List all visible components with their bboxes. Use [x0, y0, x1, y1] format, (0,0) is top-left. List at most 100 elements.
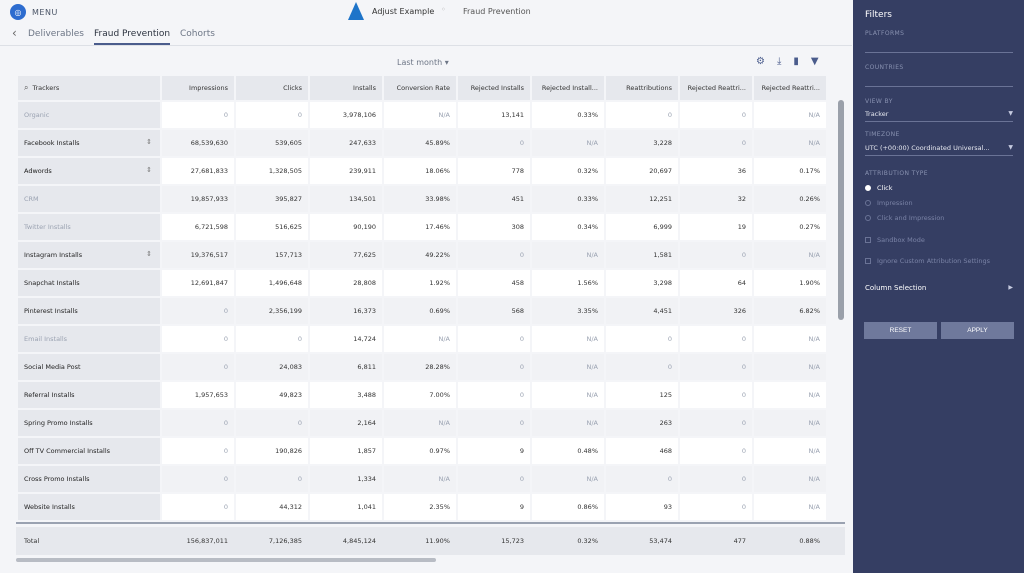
tracker-name[interactable]: Twitter Installs [18, 214, 160, 240]
tracker-name[interactable]: Snapchat Installs [18, 270, 160, 296]
table-cell: 3,978,106 [310, 102, 382, 128]
tracker-name[interactable]: Instagram Installs ⇕ [18, 242, 160, 268]
total-cell: 156,837,011 [162, 527, 234, 555]
table-row[interactable]: Organic 0 0 3,978,106 N/A 13,141 0.33% 0 0 N/A [18, 102, 826, 128]
countries-field[interactable] [865, 86, 1013, 87]
table-cell: N/A [532, 466, 604, 492]
tracker-name-label: Organic [24, 111, 50, 119]
period-dropdown[interactable]: Last month ▾ [397, 58, 449, 67]
menu-button[interactable]: ◎ MENU [10, 4, 58, 20]
table-cell: 19 [680, 214, 752, 240]
table-row[interactable]: Pinterest Installs 0 2,356,199 16,373 0.69% 5… [18, 298, 826, 324]
attribution-click-radio[interactable]: Click [865, 184, 893, 192]
total-row: Total 156,837,011 7,126,385 4,845,124 11… [16, 527, 845, 555]
table-cell: 90,190 [310, 214, 382, 240]
table-row[interactable]: Social Media Post 0 24,083 6,811 28.28% 0 N/A 0… [18, 354, 826, 380]
table-cell: 14,724 [310, 326, 382, 352]
table-row[interactable]: Facebook Installs ⇕ 68,539,630 539,605 247,6… [18, 130, 826, 156]
view-by-value: Tracker [865, 110, 889, 118]
view-by-select[interactable]: Tracker ▼ [865, 110, 1013, 118]
chart-icon[interactable]: ▮ [793, 56, 799, 67]
tab-cohorts[interactable]: Cohorts [180, 29, 215, 39]
column-header[interactable]: Clicks [236, 76, 308, 100]
table-cell: 0 [236, 410, 308, 436]
app-name[interactable]: Adjust Example [372, 7, 435, 16]
tracker-name-label: Email Installs [24, 335, 68, 343]
table-row[interactable]: CRM 19,857,933 395,827 134,501 33.98% 451 0.33… [18, 186, 826, 212]
table-cell: 49.22% [384, 242, 456, 268]
table-row[interactable]: Spring Promo Installs 0 0 2,164 N/A 0 N/A 263 0 N… [18, 410, 826, 436]
reset-button[interactable]: RESET [864, 322, 937, 339]
platforms-field[interactable] [865, 52, 1013, 53]
ignore-custom-attribution-checkbox[interactable]: Ignore Custom Attribution Settings [865, 257, 990, 265]
tracker-name[interactable]: Website Installs [18, 494, 160, 520]
table-row[interactable]: Twitter Installs 6,721,598 516,625 90,190 17… [18, 214, 826, 240]
attribution-click-impression-radio[interactable]: Click and Impression [865, 214, 944, 222]
table-row[interactable]: Adwords ⇕ 27,681,833 1,328,505 239,911 18.06%… [18, 158, 826, 184]
tracker-name-label: Snapchat Installs [24, 279, 80, 287]
total-cell: 0.32% [532, 527, 604, 555]
table-cell: 24,083 [236, 354, 308, 380]
back-chevron-icon[interactable]: ‹ [12, 26, 17, 40]
tracker-name[interactable]: Social Media Post [18, 354, 160, 380]
table-cell: 1,496,648 [236, 270, 308, 296]
table-header-row: ⌕ Trackers Impressions Clicks Installs Co… [18, 76, 826, 100]
total-cell: 7,126,385 [236, 527, 308, 555]
table-row[interactable]: Off TV Commercial Installs 0 190,826 1,857 0… [18, 438, 826, 464]
vertical-scrollbar[interactable] [838, 100, 844, 320]
column-header[interactable]: Rejected Installs [458, 76, 530, 100]
nav-tabs: ‹ Deliverables Fraud Prevention Cohorts [0, 24, 852, 46]
tracker-name[interactable]: CRM [18, 186, 160, 212]
tracker-search[interactable]: ⌕ Trackers [18, 76, 160, 100]
tracker-name[interactable]: Email Installs [18, 326, 160, 352]
download-icon[interactable]: ⤓ [776, 56, 782, 67]
table-row[interactable]: Email Installs 0 0 14,724 N/A 0 N/A 0 0 N/A [18, 326, 826, 352]
tracker-name[interactable]: Facebook Installs ⇕ [18, 130, 160, 156]
table-cell: 0 [680, 130, 752, 156]
settings-icon[interactable]: ⚙ [756, 56, 765, 67]
table-row[interactable]: Snapchat Installs 12,691,847 1,496,648 28,8… [18, 270, 826, 296]
table-cell: 468 [606, 438, 678, 464]
table-row[interactable]: Referral Installs 1,957,653 49,823 3,488 7.0… [18, 382, 826, 408]
column-selection-label: Column Selection [865, 284, 927, 292]
column-header[interactable]: Impressions [162, 76, 234, 100]
horizontal-scrollbar[interactable] [16, 558, 436, 562]
pin-icon[interactable]: ⇕ [146, 138, 152, 146]
table-cell: 0 [680, 466, 752, 492]
pin-icon[interactable]: ⇕ [146, 166, 152, 174]
column-header[interactable]: Rejected Reattri... [754, 76, 826, 100]
table-cell: 13,141 [458, 102, 530, 128]
tracker-name[interactable]: Pinterest Installs [18, 298, 160, 324]
caret-down-icon: ▼ [1008, 144, 1013, 151]
pin-icon[interactable]: ⇕ [146, 250, 152, 258]
table-cell: 68,539,630 [162, 130, 234, 156]
table-row[interactable]: Cross Promo Installs 0 0 1,334 N/A 0 N/A 0 0 N/A [18, 466, 826, 492]
sandbox-mode-checkbox[interactable]: Sandbox Mode [865, 236, 925, 244]
tracker-name[interactable]: Adwords ⇕ [18, 158, 160, 184]
table-cell: 18.06% [384, 158, 456, 184]
apply-button[interactable]: APPLY [941, 322, 1014, 339]
tracker-name[interactable]: Cross Promo Installs [18, 466, 160, 492]
checkbox-label: Sandbox Mode [877, 236, 925, 244]
table-row[interactable]: Website Installs 0 44,312 1,041 2.35% 9 0.86% 9… [18, 494, 826, 520]
attribution-impression-radio[interactable]: Impression [865, 199, 913, 207]
table-row[interactable]: Instagram Installs ⇕ 19,376,517 157,713 77,6… [18, 242, 826, 268]
column-header[interactable]: Rejected Install... [532, 76, 604, 100]
table-cell: 27,681,833 [162, 158, 234, 184]
column-header[interactable]: Conversion Rate [384, 76, 456, 100]
tab-deliverables[interactable]: Deliverables [28, 29, 84, 39]
column-header[interactable]: Rejected Reattri... [680, 76, 752, 100]
column-header[interactable]: Reattributions [606, 76, 678, 100]
attribution-option-label: Click [877, 184, 893, 192]
tracker-name[interactable]: Organic [18, 102, 160, 128]
column-selection[interactable]: Column Selection ▶ [865, 284, 1013, 292]
timezone-select[interactable]: UTC (+00:00) Coordinated Universal... ▼ [865, 144, 1013, 152]
filter-icon[interactable]: ▼ [810, 56, 819, 67]
column-header[interactable]: Installs [310, 76, 382, 100]
tracker-name[interactable]: Spring Promo Installs [18, 410, 160, 436]
tracker-name[interactable]: Off TV Commercial Installs [18, 438, 160, 464]
tab-fraud-prevention[interactable]: Fraud Prevention [94, 29, 171, 45]
table-cell: 0 [458, 130, 530, 156]
tracker-name[interactable]: Referral Installs [18, 382, 160, 408]
table-cell: 451 [458, 186, 530, 212]
